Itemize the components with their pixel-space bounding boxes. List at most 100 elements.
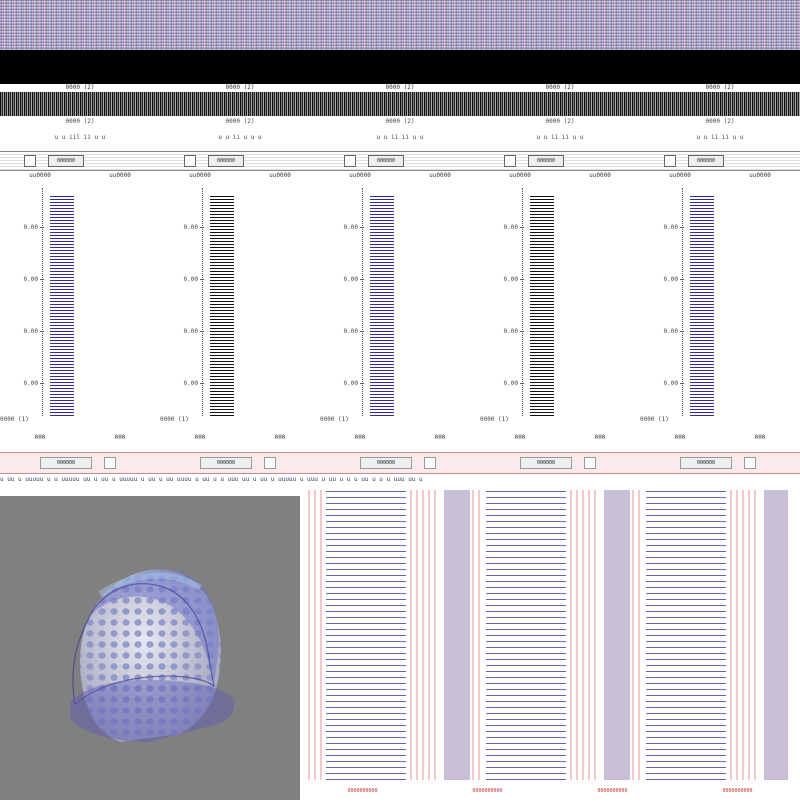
toolbar: 000000 000000 000000 000000 000000 bbox=[0, 151, 800, 171]
series-label: uu0000 bbox=[29, 172, 51, 179]
column-subtitle: 0000 (2) bbox=[705, 118, 735, 125]
grid-column bbox=[326, 490, 406, 780]
y-tick-label: 0.00 bbox=[183, 328, 198, 335]
column-subtitle: 0000 (2) bbox=[385, 118, 415, 125]
bar bbox=[530, 194, 554, 416]
secondary-toolbar-checkbox[interactable] bbox=[104, 457, 116, 469]
x-axis-label: 0000 (1) bbox=[0, 416, 29, 423]
bottom-tab[interactable]: 000 bbox=[274, 434, 286, 441]
bottom-tab[interactable]: 000 bbox=[354, 434, 366, 441]
column-label: u u ii u u u bbox=[218, 134, 262, 141]
y-tick-label: 0.00 bbox=[503, 380, 518, 387]
column-title: 0000 (2) bbox=[705, 84, 735, 91]
secondary-toolbar-segment: 000000 bbox=[0, 453, 160, 473]
series-label: uu0000 bbox=[349, 172, 371, 179]
grid-column bbox=[632, 490, 644, 780]
y-tick-label: 0.00 bbox=[343, 276, 358, 283]
toolbar-segment: 000000 bbox=[0, 152, 160, 170]
x-axis-label: 0000 (1) bbox=[640, 416, 669, 423]
y-tick-label: 0.00 bbox=[663, 380, 678, 387]
grid-column bbox=[730, 490, 760, 780]
secondary-toolbar-button[interactable]: 000000 bbox=[680, 457, 732, 469]
cap-outer-shell bbox=[92, 570, 219, 682]
data-grid bbox=[300, 490, 800, 790]
column-label: u u ii ii u u bbox=[376, 134, 424, 141]
grid-column bbox=[472, 490, 484, 780]
column-subtitle: 0000 (2) bbox=[65, 118, 95, 125]
secondary-toolbar-button[interactable]: 000000 bbox=[360, 457, 412, 469]
chart-panel: 0.00 0.00 0.00 0.00 0000 (1) bbox=[0, 188, 160, 423]
y-axis bbox=[682, 188, 683, 416]
toolbar-checkbox[interactable] bbox=[664, 155, 676, 167]
secondary-toolbar-checkbox[interactable] bbox=[264, 457, 276, 469]
status-line: u uu u uuuuu u u uuuuu uu u uu u uuuuu u… bbox=[0, 476, 423, 483]
grid-column bbox=[764, 490, 788, 780]
grid-column bbox=[308, 490, 322, 780]
bottom-tab[interactable]: 000 bbox=[434, 434, 446, 441]
grid-footer-label: 0000000000 bbox=[597, 788, 628, 794]
toolbar-checkbox[interactable] bbox=[344, 155, 356, 167]
toolbar-button[interactable]: 000000 bbox=[48, 155, 84, 167]
secondary-toolbar-segment: 000000 bbox=[160, 453, 320, 473]
toolbar-button[interactable]: 000000 bbox=[528, 155, 564, 167]
toolbar-button[interactable]: 000000 bbox=[368, 155, 404, 167]
grid-footer-label: 0000000000 bbox=[347, 788, 378, 794]
series-label: uu0000 bbox=[109, 172, 131, 179]
column-title: 0000 (2) bbox=[65, 84, 95, 91]
series-label: uu0000 bbox=[589, 172, 611, 179]
secondary-toolbar-button[interactable]: 000000 bbox=[520, 457, 572, 469]
series-label: uu0000 bbox=[269, 172, 291, 179]
grid-column bbox=[646, 490, 726, 780]
column-labels: u u iil ii u u u u ii u u u u u ii ii u … bbox=[0, 134, 800, 141]
toolbar-button[interactable]: 000000 bbox=[208, 155, 244, 167]
grid-column bbox=[444, 490, 470, 780]
secondary-toolbar-segment: 000000 bbox=[320, 453, 480, 473]
toolbar-segment: 000000 bbox=[320, 152, 480, 170]
secondary-toolbar-checkbox[interactable] bbox=[744, 457, 756, 469]
y-tick-label: 0.00 bbox=[183, 224, 198, 231]
y-tick-label: 0.00 bbox=[663, 276, 678, 283]
toolbar-button[interactable]: 000000 bbox=[688, 155, 724, 167]
y-tick-label: 0.00 bbox=[23, 380, 38, 387]
series-label: uu0000 bbox=[749, 172, 771, 179]
toolbar-segment: 000000 bbox=[480, 152, 640, 170]
secondary-toolbar-checkbox[interactable] bbox=[424, 457, 436, 469]
secondary-toolbar-checkbox[interactable] bbox=[584, 457, 596, 469]
series-label: uu0000 bbox=[669, 172, 691, 179]
y-tick-label: 0.00 bbox=[503, 224, 518, 231]
y-axis bbox=[362, 188, 363, 416]
series-labels: uu0000 uu0000 uu0000 uu0000 uu0000 uu000… bbox=[0, 172, 800, 182]
secondary-toolbar-button[interactable]: 000000 bbox=[40, 457, 92, 469]
bottom-tab[interactable]: 000 bbox=[194, 434, 206, 441]
column-label: u u iil ii u u bbox=[54, 134, 106, 141]
series-label: uu0000 bbox=[189, 172, 211, 179]
toolbar-checkbox[interactable] bbox=[24, 155, 36, 167]
bottom-tab[interactable]: 000 bbox=[514, 434, 526, 441]
bar bbox=[50, 194, 74, 416]
secondary-toolbar-segment: 000000 bbox=[640, 453, 800, 473]
bottom-tab[interactable]: 000 bbox=[114, 434, 126, 441]
bottom-tab[interactable]: 000 bbox=[594, 434, 606, 441]
secondary-toolbar-button[interactable]: 000000 bbox=[200, 457, 252, 469]
toolbar-segment: 000000 bbox=[640, 152, 800, 170]
bottom-tab[interactable]: 000 bbox=[674, 434, 686, 441]
grid-footer: 0000000000 0000000000 0000000000 0000000… bbox=[300, 788, 800, 800]
y-axis bbox=[42, 188, 43, 416]
bar bbox=[210, 194, 234, 416]
grid-footer-label: 0000000000 bbox=[722, 788, 753, 794]
column-subtitle: 0000 (2) bbox=[545, 118, 575, 125]
y-tick-label: 0.00 bbox=[23, 328, 38, 335]
column-subtitles: 0000 (2) 0000 (2) 0000 (2) 0000 (2) 0000… bbox=[0, 118, 800, 125]
chart-panel: 0.00 0.00 0.00 0.00 0000 (1) bbox=[320, 188, 480, 423]
column-label: u u ii ii u u bbox=[536, 134, 584, 141]
grid-column bbox=[604, 490, 630, 780]
3d-viewport[interactable] bbox=[0, 496, 300, 800]
bottom-tab[interactable]: 000 bbox=[34, 434, 46, 441]
grid-column bbox=[486, 490, 566, 780]
grid-footer-label: 0000000000 bbox=[472, 788, 503, 794]
toolbar-checkbox[interactable] bbox=[504, 155, 516, 167]
bottom-tab[interactable]: 000 bbox=[754, 434, 766, 441]
toolbar-checkbox[interactable] bbox=[184, 155, 196, 167]
y-tick-label: 0.00 bbox=[503, 328, 518, 335]
secondary-toolbar-segment: 000000 bbox=[480, 453, 640, 473]
